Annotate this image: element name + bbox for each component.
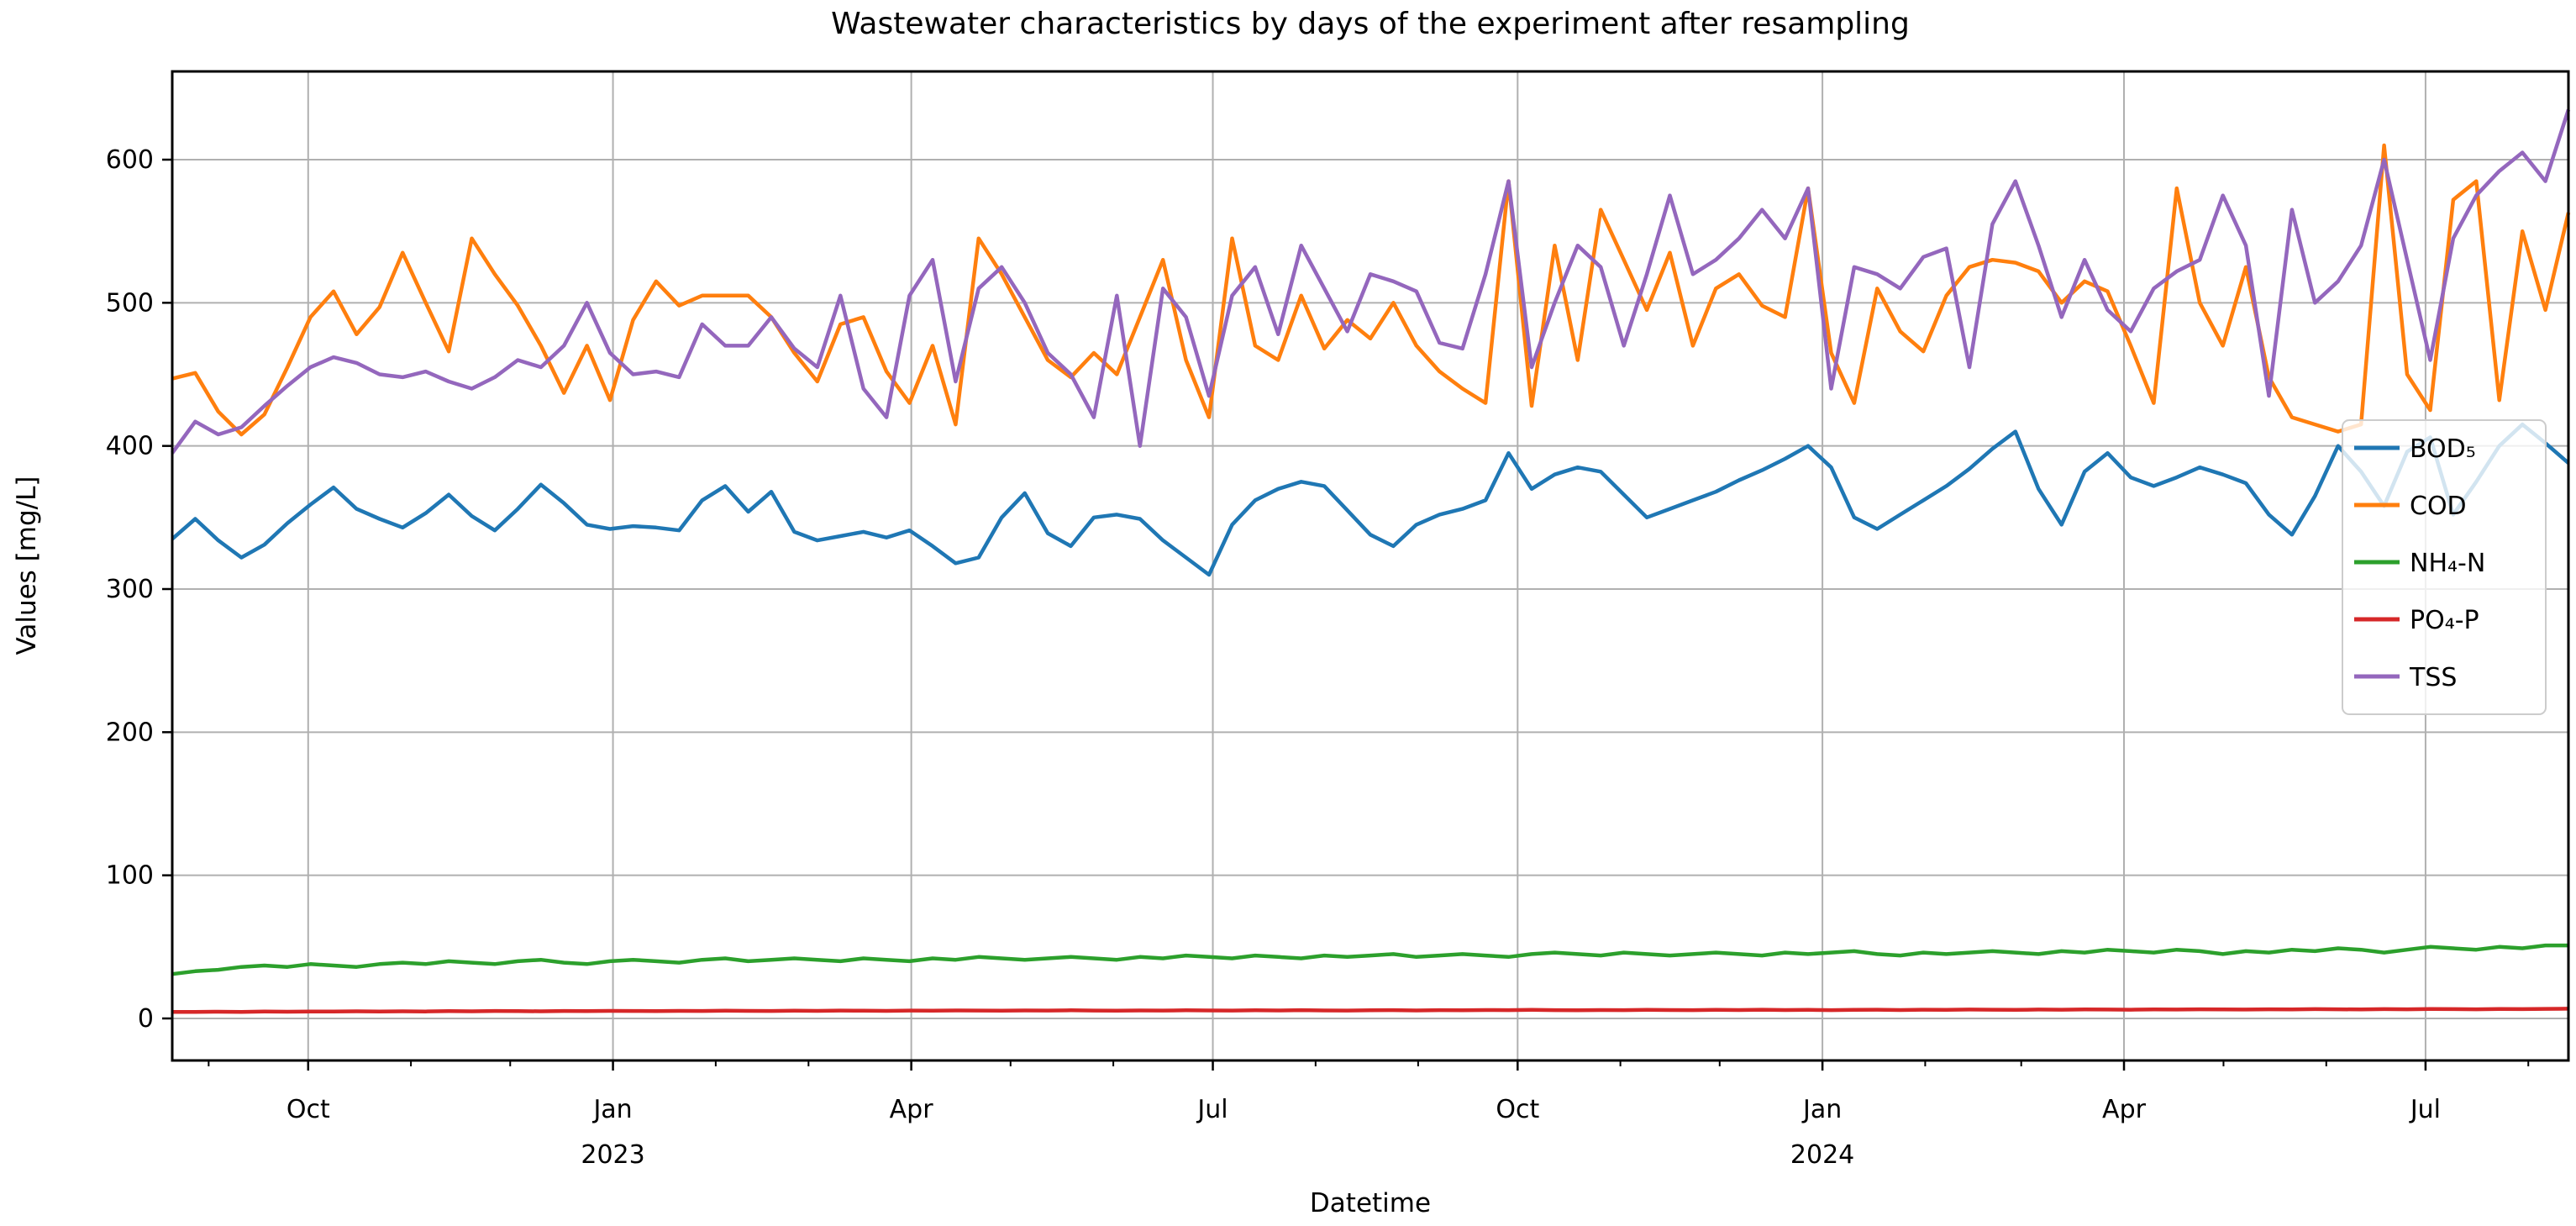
x-tick-label: Apr — [2102, 1095, 2147, 1124]
x-tick-label: Jan — [1801, 1095, 1842, 1124]
legend-item-label: NH₄-N — [2410, 549, 2485, 578]
plot-border — [171, 70, 2570, 1062]
x-tick-label: Oct — [287, 1095, 330, 1124]
legend-item-1: COD — [2354, 492, 2467, 521]
legend-box — [2342, 419, 2547, 715]
legend-item-2: NH₄-N — [2354, 549, 2485, 578]
x-axis-label: Datetime — [1310, 1188, 1431, 1218]
x-tick-label: Jan — [591, 1095, 632, 1124]
y-axis-label: Values [mg/L] — [12, 476, 42, 655]
series-line-1 — [171, 143, 2571, 437]
legend-item-label: TSS — [2409, 663, 2457, 692]
series-line-2 — [171, 943, 2568, 976]
y-tick-label: 600 — [106, 145, 154, 175]
series-line-3 — [171, 1007, 2569, 1014]
y-tick-label: 200 — [106, 718, 154, 747]
series-line-0 — [171, 422, 2570, 577]
x-tick-year-label: 2023 — [581, 1140, 644, 1170]
y-tick-label: 300 — [106, 575, 154, 604]
legend-item-0: BOD₅ — [2354, 434, 2476, 464]
legend: BOD₅ COD NH₄-N PO₄-P TSS — [2342, 419, 2547, 715]
legend-item-label: COD — [2410, 492, 2467, 521]
series-layer — [171, 108, 2571, 1014]
chart-title: Wastewater characteristics by days of th… — [831, 7, 1910, 41]
legend-item-label: PO₄-P — [2410, 606, 2479, 635]
series-line-4 — [171, 108, 2571, 455]
y-tick-label: 0 — [138, 1004, 154, 1034]
grid-layer — [172, 71, 2568, 1060]
x-tick-year-label: 2024 — [1790, 1140, 1854, 1170]
y-tick-label: 400 — [106, 432, 154, 461]
y-tick-label: 100 — [106, 861, 154, 891]
legend-item-label: BOD₅ — [2410, 434, 2476, 464]
legend-item-4: TSS — [2354, 663, 2457, 692]
tick-layer: 0 100 200 300 400 500 600 Oct Jan 2023 Apr Jul Oct Ja… — [106, 145, 2530, 1170]
x-tick-label: Apr — [890, 1095, 934, 1124]
axes-spines — [171, 70, 2570, 1062]
x-tick-label: Jul — [1196, 1095, 1228, 1124]
y-tick-label: 500 — [106, 288, 154, 318]
x-tick-label: Jul — [2409, 1095, 2441, 1124]
x-tick-label: Oct — [1496, 1095, 1539, 1124]
legend-item-3: PO₄-P — [2354, 606, 2479, 635]
